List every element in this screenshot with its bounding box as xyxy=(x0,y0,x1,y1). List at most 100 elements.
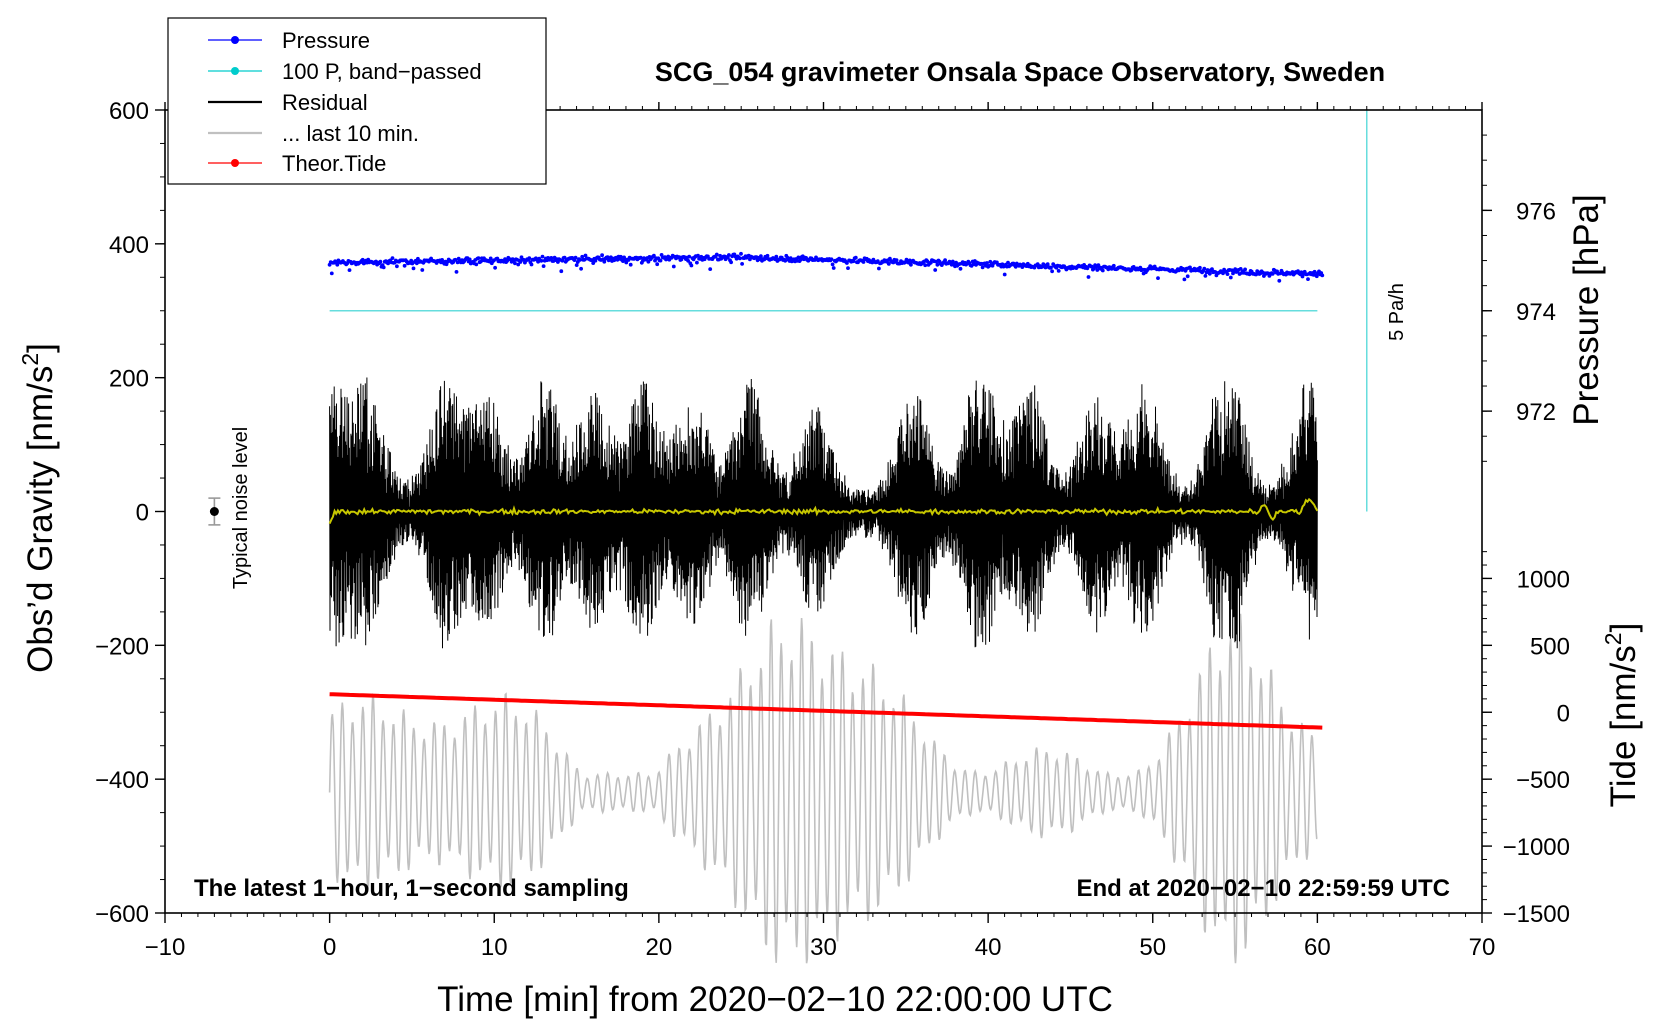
tide-tick-label-5: −1500 xyxy=(1503,901,1570,928)
pressure-point xyxy=(1006,260,1010,265)
y-axis-label-left-sup: 2 xyxy=(17,353,43,366)
series-residual-smoothed xyxy=(328,497,1319,525)
pressure-point xyxy=(739,251,743,256)
pressure-point xyxy=(474,262,479,267)
pressure-point xyxy=(783,258,788,263)
pressure-point xyxy=(923,263,928,268)
pressure-point xyxy=(935,262,940,267)
pressure-point xyxy=(360,257,365,262)
pressure-point xyxy=(988,259,993,264)
legend-item-pressure: Pressure xyxy=(208,28,370,53)
y-tick-label-0: 600 xyxy=(109,98,149,125)
pressure-point xyxy=(655,262,660,267)
x-tick-label-4: 30 xyxy=(810,934,837,961)
pressure-point xyxy=(689,263,694,268)
pressure-point xyxy=(1202,266,1207,271)
legend-marker-band-passed xyxy=(231,67,239,75)
pressure-point xyxy=(774,254,779,259)
pressure-point xyxy=(559,269,564,274)
pressure-point xyxy=(476,256,481,260)
annotation-end-time: End at 2020−02−10 22:59:59 UTC xyxy=(1076,875,1450,902)
pressure-point xyxy=(573,255,578,260)
pressure-point xyxy=(583,253,588,258)
tide-tick-label-2: 0 xyxy=(1557,700,1570,727)
y-axis-label-tide-main: Tide [nm/s xyxy=(1604,645,1643,807)
pressure-point xyxy=(1182,277,1187,282)
pressure-point xyxy=(1210,267,1214,272)
pressure-point xyxy=(618,254,623,259)
pressure-point xyxy=(549,256,554,260)
x-tick-label-7: 60 xyxy=(1304,934,1331,961)
pressure-point xyxy=(950,259,955,264)
noise-marker xyxy=(208,497,221,526)
pressure-point xyxy=(765,253,770,258)
series-last-10-min xyxy=(328,613,1318,964)
pressure-point xyxy=(1247,272,1252,277)
x-axis-label: Time [min] from 2020−02−10 22:00:00 UTC xyxy=(437,980,1113,1019)
chart-title: SCG_054 gravimeter Onsala Space Observat… xyxy=(655,57,1385,87)
pressure-point xyxy=(516,262,521,267)
y-tick-label-1: 400 xyxy=(109,232,149,259)
legend-label-theor-tide: Theor.Tide xyxy=(282,151,386,176)
pressure-point xyxy=(591,261,596,265)
pressure-point xyxy=(488,256,493,261)
pressure-point xyxy=(1233,267,1238,271)
pressure-point xyxy=(1270,272,1275,276)
pressure-point xyxy=(390,256,395,260)
pressure-point xyxy=(1095,268,1100,272)
pressure-point xyxy=(1085,266,1090,271)
pressure-point xyxy=(602,259,607,264)
legend-item-last-10-min: ... last 10 min. xyxy=(208,121,419,146)
pressure-point xyxy=(624,260,629,265)
pressure-point xyxy=(335,262,340,267)
pressure-point xyxy=(738,256,742,261)
pressure-point xyxy=(1188,265,1192,270)
pressure-point xyxy=(541,264,546,268)
pressure-point xyxy=(1314,274,1319,279)
pressure-point xyxy=(1277,278,1282,283)
pressure-point xyxy=(1086,275,1091,279)
pressure-point xyxy=(628,262,633,267)
series-residual xyxy=(329,377,1318,649)
series-pressure xyxy=(327,251,1325,283)
pressure-point xyxy=(714,252,719,257)
theor-tide-line xyxy=(329,692,1323,730)
pressure-point xyxy=(1050,269,1054,274)
noise-level-label: Typical noise level xyxy=(230,427,252,589)
pressure-point xyxy=(540,254,545,259)
legend-item-residual: Residual xyxy=(208,90,368,115)
pressure-point xyxy=(1312,269,1317,274)
y-axis-label-left-main: Obs’d Gravity [nm/s xyxy=(21,366,60,673)
y-tick-label-3: 0 xyxy=(136,500,149,527)
pressure-point xyxy=(1185,274,1190,279)
pressure-point xyxy=(687,254,692,259)
x-tick-label-3: 20 xyxy=(646,934,673,961)
pressure-point xyxy=(579,266,583,271)
y-tick-label-4: −200 xyxy=(95,633,149,660)
pressure-point xyxy=(909,262,913,267)
pressure-point xyxy=(1111,263,1116,268)
pressure-point xyxy=(409,258,414,263)
pressure-point xyxy=(454,270,459,274)
pressure-point xyxy=(1049,265,1053,270)
legend-label-residual: Residual xyxy=(282,90,368,115)
y-axis-label-tide-end: ] xyxy=(1604,623,1643,633)
pressure-point xyxy=(831,266,836,270)
pressure-point xyxy=(708,267,713,271)
pressure-point xyxy=(600,253,604,258)
pressure-point xyxy=(861,260,866,264)
tide-tick-label-4: −1000 xyxy=(1503,834,1570,861)
pressure-point xyxy=(727,253,731,257)
series-theor-tide xyxy=(329,692,1323,730)
pressure-point xyxy=(658,258,663,263)
pressure-point xyxy=(845,261,849,265)
y-tick-label-6: −600 xyxy=(95,901,149,928)
y-axis-label-pressure: Pressure [hPa] xyxy=(1567,194,1606,426)
pressure-point xyxy=(411,266,416,271)
pressure-point xyxy=(467,257,472,262)
pressure-point xyxy=(829,257,834,262)
pressure-tick-label-0: 976 xyxy=(1516,198,1556,225)
pressure-point xyxy=(686,258,690,263)
pressure-point xyxy=(851,259,856,264)
pressure-point xyxy=(933,268,938,272)
